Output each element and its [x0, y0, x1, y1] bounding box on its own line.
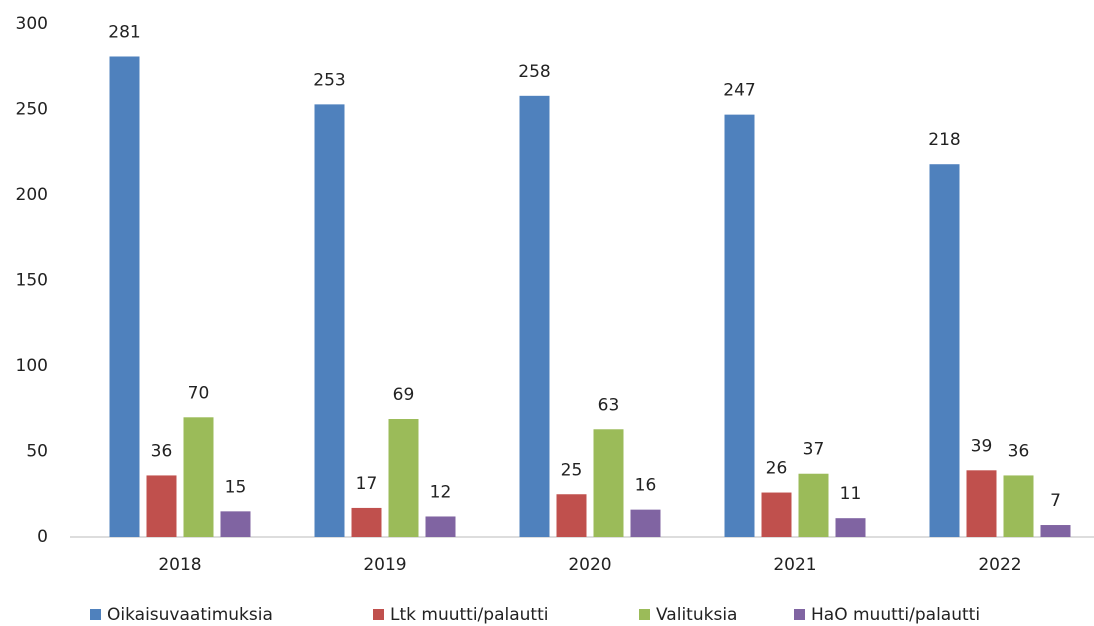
y-tick-label: 150 [16, 271, 48, 291]
x-tick-label: 2021 [773, 555, 816, 575]
legend-swatch [373, 609, 384, 620]
data-label: 253 [313, 70, 345, 90]
data-label: 25 [561, 460, 583, 480]
data-label: 11 [840, 484, 862, 504]
legend-label: Ltk muutti/palautti [390, 605, 548, 625]
bar [220, 511, 251, 537]
data-label: 39 [971, 436, 993, 456]
bar [556, 494, 587, 537]
bar [761, 492, 792, 537]
data-label: 281 [108, 22, 140, 42]
legend-swatch [639, 609, 650, 620]
y-tick-label: 300 [16, 14, 48, 34]
data-label: 247 [723, 81, 755, 101]
data-label: 26 [766, 459, 788, 479]
x-tick-label: 2018 [158, 555, 201, 575]
bar [314, 104, 345, 538]
bar [630, 509, 661, 537]
bar [1040, 525, 1071, 537]
data-label: 12 [430, 482, 452, 502]
bar [109, 56, 140, 538]
legend-swatch [90, 609, 101, 620]
legend-label: HaO muutti/palautti [811, 605, 980, 625]
data-label: 36 [1008, 441, 1030, 461]
y-tick-label: 250 [16, 100, 48, 120]
y-tick-label: 100 [16, 356, 48, 376]
y-tick-label: 200 [16, 185, 48, 205]
bar [519, 95, 550, 537]
bar [1003, 475, 1034, 537]
bar [929, 164, 960, 537]
data-label: 218 [928, 130, 960, 150]
y-tick-label: 0 [37, 527, 48, 547]
x-tick-label: 2020 [568, 555, 611, 575]
data-label: 16 [635, 476, 657, 496]
bar [724, 114, 755, 537]
bar [798, 473, 829, 537]
bar [146, 475, 177, 537]
data-label: 37 [803, 440, 825, 460]
legend-label: Oikaisuvaatimuksia [107, 605, 273, 625]
data-label: 70 [188, 383, 210, 403]
bar [425, 516, 456, 537]
x-tick-label: 2019 [363, 555, 406, 575]
data-label: 63 [598, 395, 620, 415]
data-label: 258 [518, 62, 550, 82]
bar [966, 470, 997, 537]
data-label: 15 [225, 477, 247, 497]
data-label: 69 [393, 385, 415, 405]
data-label: 17 [356, 474, 378, 494]
bar [183, 417, 214, 537]
bar [351, 507, 382, 537]
legend-swatch [794, 609, 805, 620]
x-tick-label: 2022 [978, 555, 1021, 575]
bar [835, 518, 866, 537]
data-label: 7 [1050, 491, 1061, 511]
y-tick-label: 50 [26, 442, 48, 462]
data-label: 36 [151, 441, 173, 461]
legend-label: Valituksia [656, 605, 737, 625]
bar [593, 429, 624, 537]
bar [388, 419, 419, 537]
